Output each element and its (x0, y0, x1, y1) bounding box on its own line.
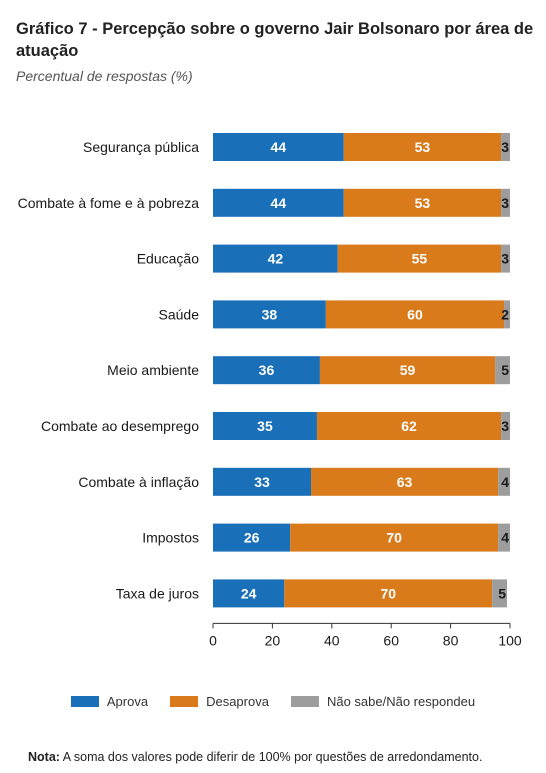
value-label-desaprova-educacao: 55 (412, 251, 428, 267)
bar-aprova-seguranca-publica (213, 133, 344, 161)
bar-desaprova-combate-a-inflacao (311, 467, 499, 496)
category-label-saude: Saúde (159, 306, 200, 322)
bar-desaprova-combate-ao-desemprego (316, 412, 502, 440)
bar-desaprova-taxa-de-juros (284, 579, 493, 608)
category-label-combate-a-inflacao: Combate à inflação (78, 474, 199, 490)
bar-nao-sabe-nao-respondeu-seguranca-publica (501, 133, 510, 161)
category-label-taxa-de-juros: Taxa de juros (116, 585, 199, 601)
value-label-nao-sabe-nao-respondeu-meio-ambiente: 5 (501, 362, 509, 378)
value-label-aprova-impostos: 26 (244, 530, 260, 546)
legend-label-desaprova: Desaprova (206, 694, 269, 709)
value-label-aprova-combate-a-fome-e-a-pobreza: 44 (271, 195, 287, 211)
value-label-nao-sabe-nao-respondeu-combate-a-fome-e-a-pobreza: 3 (501, 195, 509, 211)
bar-aprova-combate-ao-desemprego (213, 412, 317, 440)
value-label-desaprova-taxa-de-juros: 70 (380, 585, 396, 601)
x-tick-label-40: 40 (324, 632, 340, 648)
bar-desaprova-impostos (290, 523, 499, 552)
category-label-seguranca-publica: Segurança pública (83, 139, 199, 155)
value-label-nao-sabe-nao-respondeu-impostos: 4 (501, 530, 509, 546)
category-label-meio-ambiente: Meio ambiente (107, 362, 199, 378)
category-label-combate-a-fome-e-a-pobreza: Combate à fome e à pobreza (18, 195, 200, 211)
x-tick-label-80: 80 (443, 632, 459, 648)
value-label-nao-sabe-nao-respondeu-saude: 2 (501, 306, 509, 322)
bar-nao-sabe-nao-respondeu-educacao (501, 244, 510, 273)
bar-nao-sabe-nao-respondeu-combate-a-fome-e-a-pobreza (501, 188, 510, 217)
legend-swatch-nao-sabe (290, 696, 319, 707)
bar-desaprova-combate-a-fome-e-a-pobreza (343, 188, 502, 217)
value-label-nao-sabe-nao-respondeu-educacao: 3 (501, 251, 509, 267)
value-label-desaprova-meio-ambiente: 59 (400, 362, 416, 378)
value-label-aprova-taxa-de-juros: 24 (241, 585, 257, 601)
bar-desaprova-educacao (337, 244, 502, 273)
value-label-nao-sabe-nao-respondeu-taxa-de-juros: 5 (498, 585, 506, 601)
value-label-desaprova-impostos: 70 (386, 530, 402, 546)
x-tick-label-60: 60 (383, 632, 399, 648)
bar-aprova-educacao (213, 244, 338, 273)
bar-aprova-combate-a-fome-e-a-pobreza (213, 188, 344, 217)
x-tick-label-20: 20 (265, 632, 281, 648)
legend-swatch-desaprova (170, 696, 199, 707)
category-label-educacao: Educação (137, 251, 199, 267)
value-label-nao-sabe-nao-respondeu-combate-ao-desemprego: 3 (501, 418, 509, 434)
value-label-aprova-educacao: 42 (268, 251, 284, 267)
legend-item-aprova: Aprova (70, 694, 149, 709)
bar-aprova-meio-ambiente (213, 356, 320, 385)
bar-desaprova-meio-ambiente (319, 356, 496, 385)
value-label-desaprova-combate-a-fome-e-a-pobreza: 53 (415, 195, 431, 211)
value-label-desaprova-saude: 60 (407, 306, 423, 322)
x-tick-label-100: 100 (498, 632, 522, 648)
legend-item-nao-sabe: Não sabe/Não respondeu (290, 694, 476, 709)
footnote-label: Nota: (28, 750, 60, 764)
value-label-nao-sabe-nao-respondeu-seguranca-publica: 3 (501, 139, 509, 155)
value-label-aprova-seguranca-publica: 44 (271, 139, 287, 155)
x-tick-label-0: 0 (209, 632, 217, 648)
legend: Aprova Desaprova Não sabe/Não respondeu (0, 694, 546, 709)
value-label-desaprova-combate-ao-desemprego: 62 (401, 418, 417, 434)
category-label-combate-ao-desemprego: Combate ao desemprego (41, 418, 199, 434)
legend-item-desaprova: Desaprova (170, 694, 269, 709)
category-label-impostos: Impostos (142, 530, 199, 546)
value-label-aprova-meio-ambiente: 36 (259, 362, 275, 378)
legend-swatch-aprova (70, 696, 99, 707)
bar-nao-sabe-nao-respondeu-saude (504, 300, 510, 329)
bar-nao-sabe-nao-respondeu-combate-a-inflacao (498, 467, 510, 496)
bar-nao-sabe-nao-respondeu-combate-ao-desemprego (501, 412, 510, 440)
bar-nao-sabe-nao-respondeu-taxa-de-juros (492, 579, 508, 608)
bar-aprova-taxa-de-juros (213, 579, 285, 608)
bar-nao-sabe-nao-respondeu-impostos (498, 523, 510, 552)
bar-aprova-combate-a-inflacao (213, 467, 312, 496)
legend-label-aprova: Aprova (106, 694, 149, 709)
value-label-aprova-combate-ao-desemprego: 35 (257, 418, 273, 434)
value-label-desaprova-combate-a-inflacao: 63 (397, 474, 413, 490)
chart-title: Gráfico 7 - Percepção sobre o governo Ja… (16, 20, 534, 60)
bar-desaprova-saude (325, 300, 505, 329)
value-label-desaprova-seguranca-publica: 53 (415, 139, 431, 155)
footnote: Nota: A soma dos valores pode diferir de… (28, 750, 482, 764)
chart-subtitle: Percentual de respostas (%) (16, 68, 193, 84)
bar-nao-sabe-nao-respondeu-meio-ambiente (495, 356, 510, 385)
value-label-aprova-combate-a-inflacao: 33 (254, 474, 270, 490)
value-label-nao-sabe-nao-respondeu-combate-a-inflacao: 4 (501, 474, 509, 490)
legend-label-nao-sabe: Não sabe/Não respondeu (326, 694, 476, 709)
bar-aprova-impostos (213, 523, 291, 552)
footnote-text: A soma dos valores pode diferir de 100% … (62, 750, 483, 764)
bar-desaprova-seguranca-publica (343, 133, 502, 161)
bar-aprova-saude (213, 300, 326, 329)
value-label-aprova-saude: 38 (262, 306, 278, 322)
